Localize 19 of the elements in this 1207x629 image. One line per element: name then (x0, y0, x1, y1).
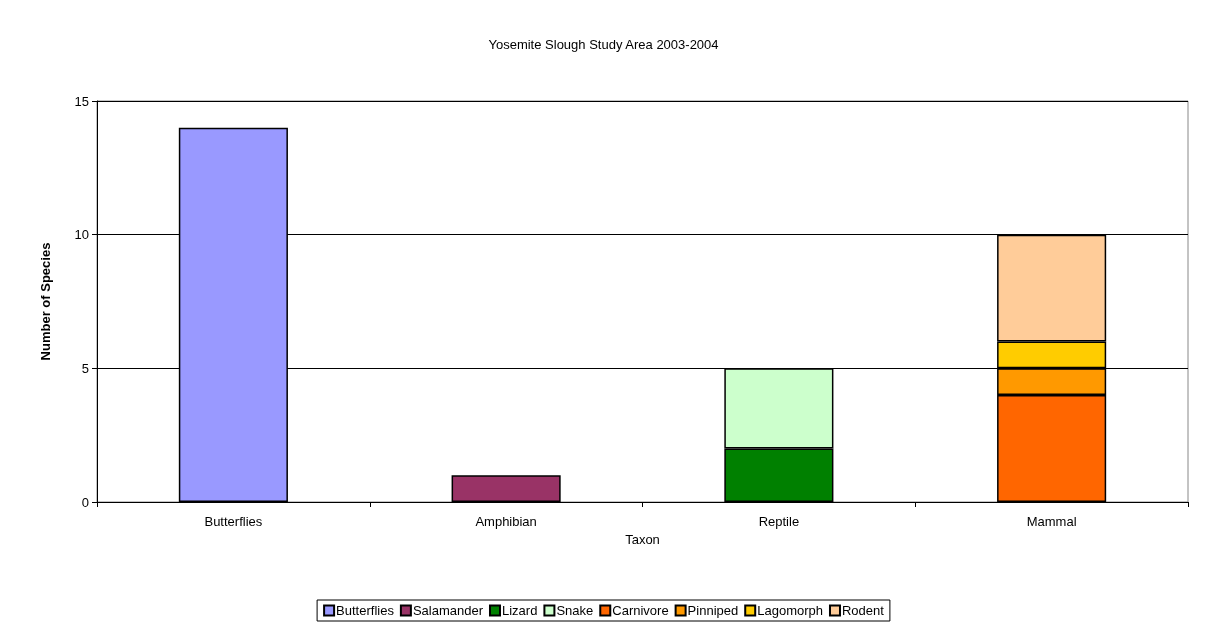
y-tick-label: 0 (81, 494, 89, 510)
x-tick-label: Reptile (758, 514, 800, 529)
legend-label: Rodent (841, 603, 885, 618)
legend-label: Lizard (502, 603, 538, 618)
y-tick-label: 5 (81, 360, 89, 376)
y-axis-title: Number of Species (38, 242, 53, 361)
x-axis-title: Taxon (625, 531, 660, 547)
y-tick-label: 15 (74, 93, 89, 109)
legend-label: Salamander (412, 603, 484, 618)
x-tick-label: Amphibian (475, 514, 537, 529)
legend-label: Pinniped (687, 603, 739, 618)
legend-label: Lagomorph (757, 603, 823, 618)
y-tick-label: 10 (74, 227, 89, 243)
legend-label: Snake (556, 603, 594, 618)
legend-label: Carnivore (612, 603, 669, 618)
chart-title: Yosemite Slough Study Area 2003-2004 (488, 37, 719, 52)
x-tick-label: Mammal (1026, 514, 1077, 529)
legend-label: Butterflies (336, 603, 395, 618)
x-tick-label: Butterflies (204, 514, 263, 529)
